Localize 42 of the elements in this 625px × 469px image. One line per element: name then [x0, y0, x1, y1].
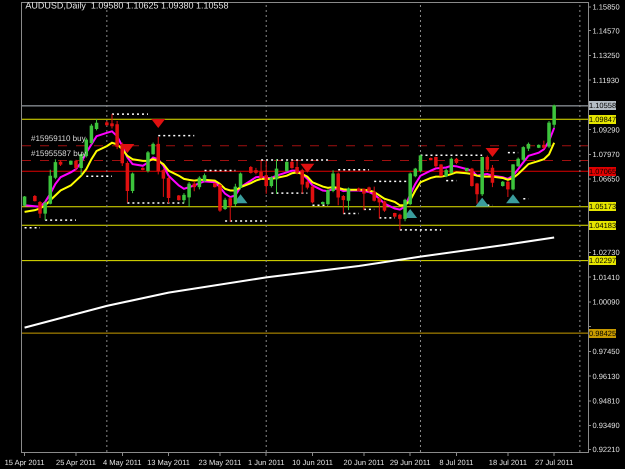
candlestick — [202, 172, 206, 182]
candlestick — [182, 192, 186, 204]
candlestick — [480, 156, 484, 196]
candlestick — [38, 200, 42, 219]
candlestick — [500, 180, 504, 188]
candlestick — [331, 170, 335, 193]
line-series — [24, 126, 556, 211]
candlestick — [367, 186, 371, 194]
candlestick — [475, 182, 479, 204]
candlestick — [274, 158, 278, 194]
candlestick — [223, 197, 227, 210]
ref-line-label: #15959110 buy — [31, 134, 86, 143]
chart-title: AUDUSD,Daily 1.09580 1.10625 1.09380 1.10558 — [25, 0, 229, 11]
candlestick — [198, 176, 202, 190]
candlestick — [192, 180, 196, 192]
candlestick — [290, 160, 294, 170]
candlestick — [270, 176, 274, 188]
candlestick — [228, 196, 232, 222]
line-series — [24, 142, 556, 213]
candlestick — [506, 180, 510, 198]
candlestick — [177, 194, 181, 202]
candlestick — [146, 150, 150, 174]
candlestick — [33, 194, 37, 202]
candlestick — [238, 172, 242, 190]
candlestick — [69, 160, 73, 166]
candlestick — [130, 172, 134, 194]
candlestick — [454, 157, 458, 165]
candlestick — [22, 195, 26, 207]
candlestick — [439, 164, 443, 177]
candlestick — [346, 187, 350, 211]
candlestick — [166, 176, 170, 204]
candlestick — [285, 160, 289, 172]
candlestick — [151, 142, 155, 156]
candlestick — [58, 160, 62, 166]
candlestick — [470, 167, 474, 188]
candlestick — [234, 183, 238, 207]
candlestick — [141, 166, 145, 171]
candlestick — [187, 181, 191, 208]
candlestick — [74, 159, 78, 171]
line-series — [24, 236, 556, 329]
candlestick — [94, 118, 98, 131]
candlestick — [542, 140, 546, 150]
